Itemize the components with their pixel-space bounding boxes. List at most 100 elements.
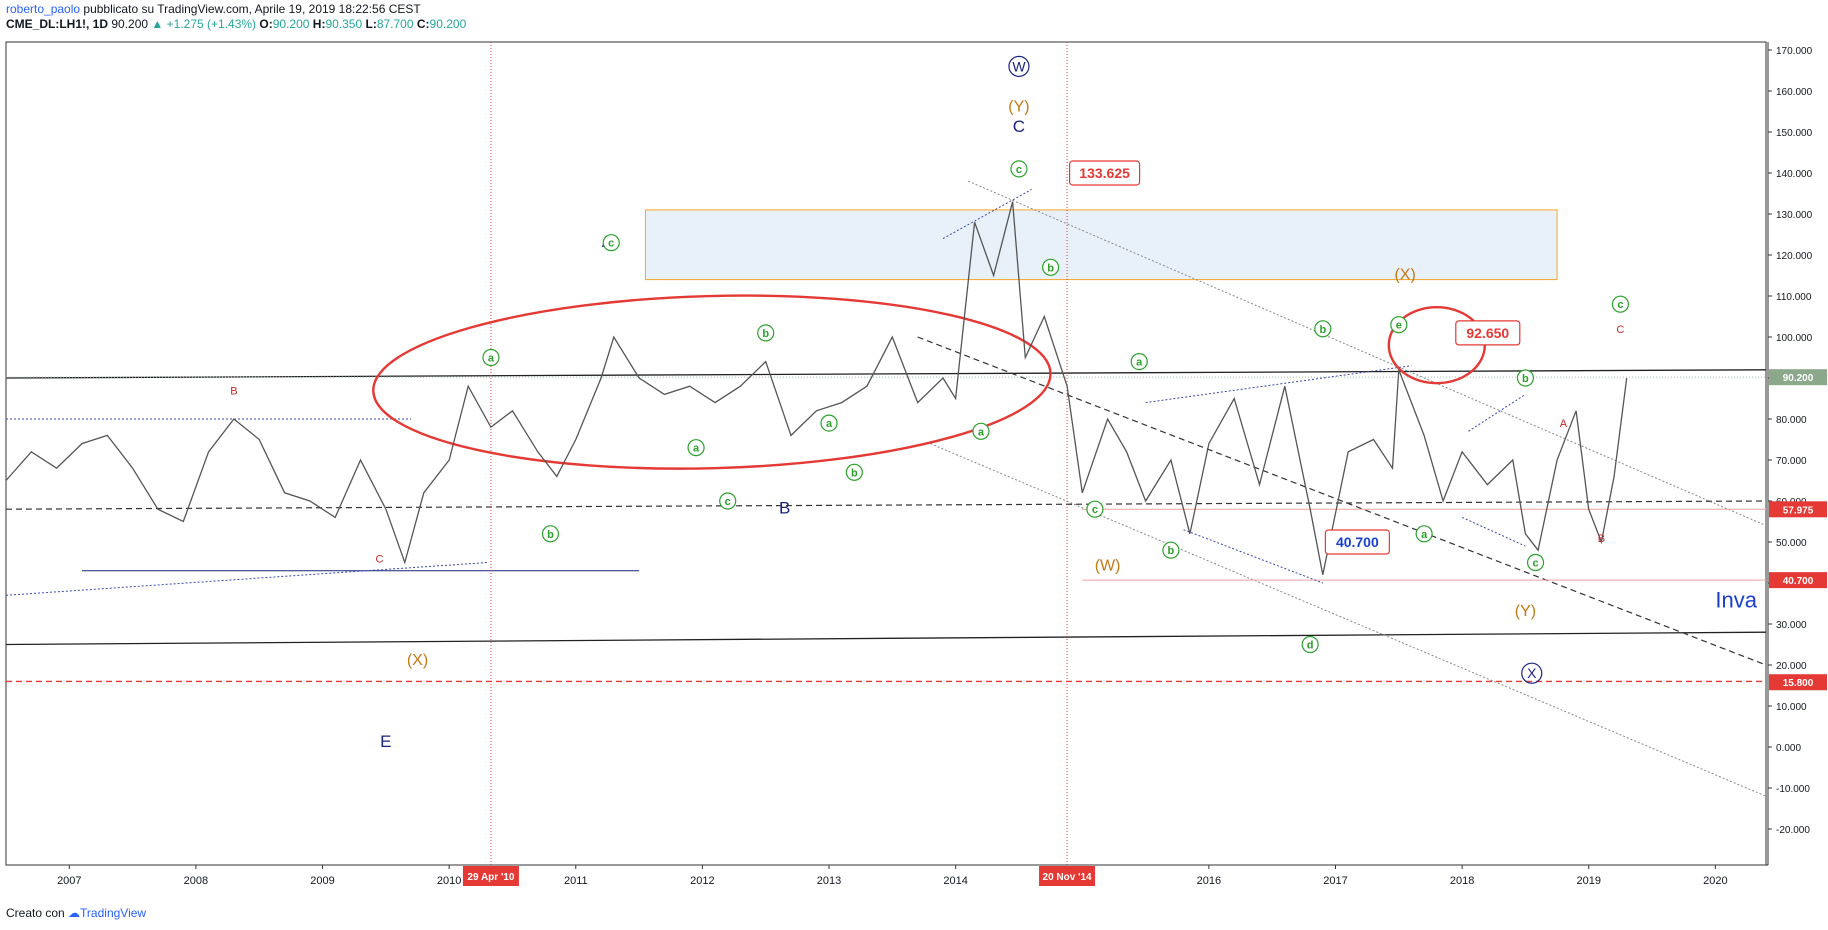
- y-tick-label: 80.000: [1776, 415, 1807, 426]
- green-wave-ring: [1611, 295, 1629, 313]
- circled-wave-label: X: [1527, 665, 1537, 681]
- axis-price-badge-label: 40.700: [1783, 576, 1814, 587]
- green-wave-ring: [719, 492, 737, 510]
- green-wave-ring: [1162, 541, 1180, 559]
- green-wave-label: a: [1136, 357, 1143, 369]
- circled-wave-label: W: [1012, 58, 1026, 74]
- green-wave-label: c: [608, 238, 614, 250]
- low-value: 87.700: [376, 17, 414, 31]
- made-with-text: Creato con: [6, 906, 65, 920]
- axes-layer: 170.000 160.000 150.000 140.000 130.000 120.0…: [57, 46, 1827, 887]
- green-wave-label: b: [1047, 262, 1054, 274]
- wave-labels: A B C E W X (Y) (W) (X) (X) (Y) a c b c a b a b c e b a a b c b c d a…: [230, 55, 1758, 751]
- x-tick-label: 2020: [1703, 875, 1727, 887]
- orange-wave-label: (X): [1394, 267, 1415, 284]
- y-tick-label: 30.000: [1776, 620, 1807, 631]
- red-wave-label: C: [376, 554, 384, 566]
- circled-wave-ring: [1008, 55, 1030, 78]
- x-tick-label: 2009: [310, 875, 334, 887]
- green-wave-ring: [1010, 160, 1028, 178]
- x-tick-label: 2017: [1323, 875, 1347, 887]
- price-callout-label: 133.625: [1079, 165, 1130, 181]
- green-wave-ring: [1314, 320, 1332, 338]
- green-wave-label: a: [978, 426, 985, 438]
- green-wave-ring: [541, 525, 560, 543]
- green-wave-label: b: [547, 529, 554, 541]
- green-wave-label: e: [1396, 320, 1402, 332]
- green-wave-ring: [1130, 353, 1148, 371]
- plot-area: [5, 41, 1767, 866]
- green-wave-ring: [845, 463, 863, 481]
- x-tick-label: 2014: [943, 875, 967, 887]
- y-tick-label: 100.000: [1776, 333, 1813, 344]
- tradingview-link[interactable]: TradingView: [80, 906, 147, 920]
- green-wave-label: c: [1617, 299, 1623, 311]
- green-wave-label: b: [1168, 545, 1175, 557]
- dotted-channel-upper: [968, 180, 1767, 527]
- blue-wave-label: C: [1013, 117, 1025, 136]
- green-wave-ring: [1390, 316, 1408, 334]
- green-wave-label: a: [488, 353, 495, 365]
- axis-price-badge-label: 90.200: [1783, 373, 1814, 384]
- green-wave-label: c: [725, 496, 731, 508]
- open-label: O:: [259, 17, 273, 31]
- close-value: 90.200: [429, 17, 467, 31]
- orange-wave-label: (W): [1095, 558, 1121, 575]
- green-wave-ring: [972, 422, 990, 440]
- high-label: H:: [312, 17, 326, 31]
- x-tick-label: 2019: [1576, 875, 1600, 887]
- price-series: [5, 201, 1628, 575]
- green-wave-label: d: [1307, 640, 1314, 652]
- low-label: L:: [365, 17, 377, 31]
- y-tick-label: 130.000: [1776, 210, 1813, 221]
- date-badge-label: 29 Apr '10: [467, 872, 514, 883]
- symbol-label: CME_DL:LH1!, 1D: [6, 17, 109, 31]
- orange-wave-label: (Y): [1008, 99, 1029, 116]
- orange-wave-label: (X): [407, 652, 428, 669]
- green-wave-label: b: [1319, 324, 1326, 336]
- price-line: [5, 201, 1628, 575]
- y-tick-label: 170.000: [1776, 46, 1813, 57]
- axis-price-badge-label: 57.975: [1783, 505, 1814, 516]
- y-tick-label: 10.000: [1776, 702, 1807, 713]
- y-tick-label: 140.000: [1776, 169, 1813, 180]
- green-wave-ring: [757, 324, 775, 342]
- price-callout-label: 40.700: [1336, 534, 1379, 550]
- green-wave-label: a: [693, 443, 700, 455]
- green-wave-ring: [602, 234, 620, 252]
- x-tick-label: 2010: [437, 875, 461, 887]
- invalidation-label: Inva: [1715, 588, 1757, 613]
- green-wave-ring: [1086, 500, 1104, 518]
- x-tick-label: 2008: [184, 875, 208, 887]
- date-badge-label: 20 Nov '14: [1043, 872, 1093, 883]
- green-wave-ring: [1415, 525, 1433, 543]
- x-tick-label: 2012: [690, 875, 714, 887]
- red-wave-label: C: [1616, 324, 1624, 336]
- red-ellipse-range: [372, 294, 1052, 470]
- axis-price-badge: [1769, 674, 1827, 691]
- green-wave-label: b: [762, 328, 769, 340]
- y-tick-label: 150.000: [1776, 128, 1813, 139]
- y-tick-label: 50.000: [1776, 538, 1807, 549]
- chart-header: roberto_paolo pubblicato su TradingView.…: [6, 2, 466, 32]
- green-wave-ring: [1526, 553, 1545, 572]
- red-wave-label: A: [1560, 418, 1568, 430]
- green-wave-ring: [1042, 258, 1060, 276]
- footer: Creato con ☁TradingView: [6, 906, 146, 920]
- blue-dotted-line-7: [1468, 393, 1526, 432]
- axis-price-badge-label: 15.800: [1783, 678, 1814, 689]
- green-wave-ring: [820, 414, 838, 432]
- published-text: pubblicato su TradingView.com, Aprile 19…: [83, 2, 421, 16]
- high-value: 90.350: [325, 17, 363, 31]
- drawings-layer: [5, 42, 1767, 865]
- y-tick-label: -10.000: [1776, 784, 1810, 795]
- date-badge: [462, 866, 519, 886]
- open-value: 90.200: [272, 17, 310, 31]
- author-name[interactable]: roberto_paolo: [6, 2, 81, 16]
- dashed-support-line: [5, 500, 1767, 510]
- close-label: C:: [416, 17, 430, 31]
- chart-frame: [5, 41, 1769, 866]
- last-price: 90.200: [111, 17, 149, 31]
- blue-wave-label: B: [779, 498, 790, 517]
